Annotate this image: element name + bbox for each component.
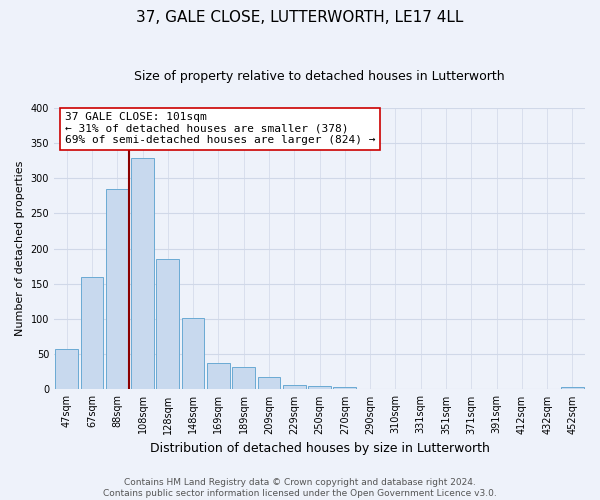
Bar — [232, 367, 255, 390]
Bar — [106, 190, 128, 390]
Bar — [334, 388, 356, 390]
Bar — [80, 277, 103, 390]
Text: 37, GALE CLOSE, LUTTERWORTH, LE17 4LL: 37, GALE CLOSE, LUTTERWORTH, LE17 4LL — [136, 10, 464, 25]
Text: 37 GALE CLOSE: 101sqm
← 31% of detached houses are smaller (378)
69% of semi-det: 37 GALE CLOSE: 101sqm ← 31% of detached … — [65, 112, 375, 145]
Bar — [561, 388, 584, 390]
Bar — [55, 350, 78, 390]
Bar — [257, 377, 280, 390]
Title: Size of property relative to detached houses in Lutterworth: Size of property relative to detached ho… — [134, 70, 505, 83]
Bar — [283, 385, 305, 390]
Bar — [308, 386, 331, 390]
Bar — [207, 364, 230, 390]
Bar — [131, 158, 154, 390]
X-axis label: Distribution of detached houses by size in Lutterworth: Distribution of detached houses by size … — [149, 442, 490, 455]
Y-axis label: Number of detached properties: Number of detached properties — [15, 161, 25, 336]
Bar — [182, 318, 205, 390]
Bar — [157, 259, 179, 390]
Text: Contains HM Land Registry data © Crown copyright and database right 2024.
Contai: Contains HM Land Registry data © Crown c… — [103, 478, 497, 498]
